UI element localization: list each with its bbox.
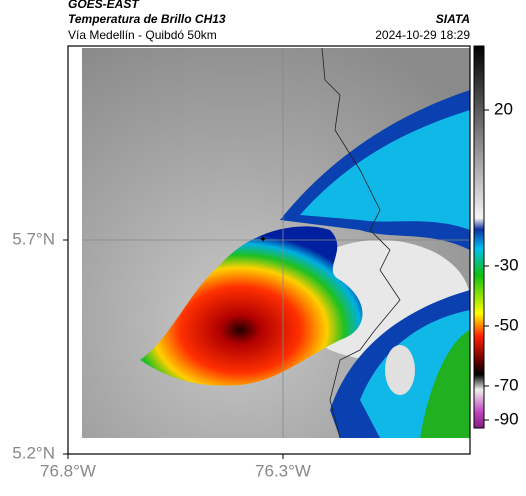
colorbar-tick-label: -90 [494, 409, 519, 428]
colorbar-tick-label: -70 [494, 375, 519, 394]
colorbar-tick-label: -50 [494, 315, 519, 334]
map-frame [67, 45, 471, 455]
title: GOES-EAST [68, 0, 140, 11]
datetime: 2024-10-29 18:29 [375, 28, 470, 42]
y-tick-label: 5.2°N [12, 443, 55, 462]
source: SIATA [436, 12, 470, 26]
satellite-image [82, 48, 470, 438]
y-tick-label: 5.7°N [12, 229, 55, 248]
colorbar [473, 45, 485, 429]
colorbar-tick-label: 20 [494, 99, 513, 118]
svg-text:✦: ✦ [259, 235, 267, 246]
colorbar-tick-label: -30 [494, 255, 519, 274]
subtitle: Temperatura de Brillo CH13 [68, 12, 226, 26]
x-tick-label: 76.8°W [40, 461, 96, 480]
x-tick-label: 76.3°W [255, 461, 311, 480]
route: Vía Medellín - Quibdó 50km [68, 28, 217, 42]
